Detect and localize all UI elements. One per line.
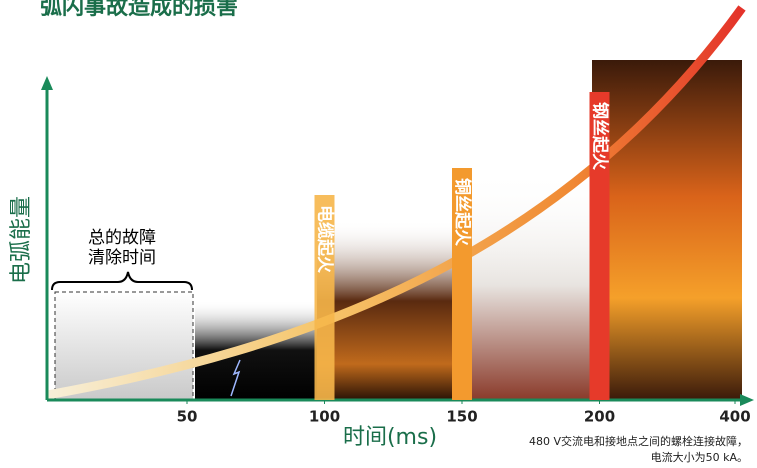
event-band (589, 92, 610, 400)
event-label: 铜丝起火 (452, 178, 473, 247)
x-tick-label: 100 (309, 408, 340, 426)
x-tick-label: 400 (719, 408, 750, 426)
x-tick-label: 150 (446, 408, 477, 426)
note: 电流大小为50 kA。 (651, 450, 748, 464)
clearing-box (54, 291, 194, 401)
x-tick-label: 50 (177, 408, 198, 426)
photo-sparks (317, 220, 452, 400)
x-tick-label: 200 (584, 408, 615, 426)
note: 480 V交流电和接地点之间的螺栓连接故障， (529, 434, 748, 448)
y-arrow (41, 76, 53, 90)
brace (51, 271, 193, 291)
clearing-label: 清除时间 (88, 248, 156, 268)
y-label: 电弧能量 (9, 196, 34, 284)
photo-fire (592, 60, 742, 400)
energy-curve (46, 5, 746, 400)
event-label: 钢丝起火 (590, 102, 611, 171)
photo-flash (452, 170, 592, 400)
lightning (230, 359, 241, 397)
photo-dark (195, 300, 317, 400)
event-label: 电缆起火 (315, 205, 336, 274)
x-label: 时间(ms) (343, 425, 437, 450)
title: 弧闪事故造成的损害 (40, 0, 238, 20)
event-band (452, 168, 472, 400)
x-arrow (740, 394, 754, 406)
clearing-label: 总的故障 (88, 228, 156, 248)
event-band (314, 195, 335, 400)
